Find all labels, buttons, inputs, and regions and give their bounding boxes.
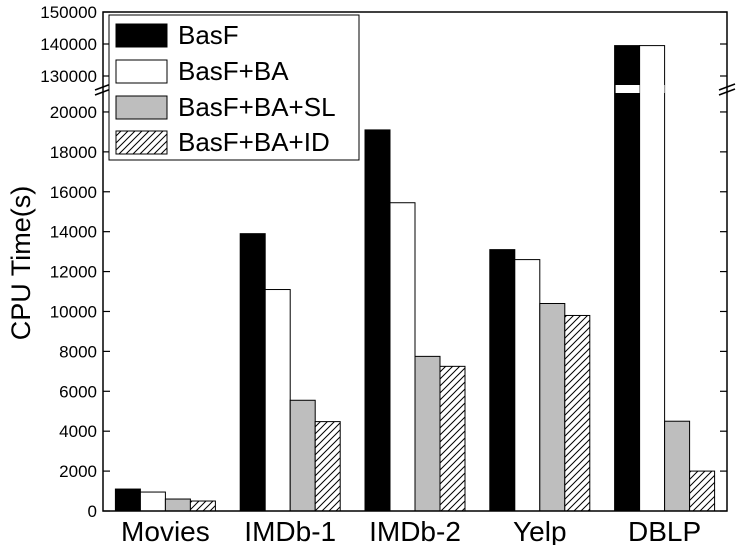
bar-basf-ba-id-yelp xyxy=(564,314,591,512)
legend-label-basf: BasF xyxy=(178,20,239,50)
y-tick-label: 20000 xyxy=(50,103,97,122)
bar-basf-ba-sl-movies xyxy=(164,498,191,512)
y-tick-label: 6000 xyxy=(59,382,97,401)
y-tick-label: 8000 xyxy=(59,342,97,361)
y-tick-label: 18000 xyxy=(50,143,97,162)
y-tick-label: 12000 xyxy=(50,263,97,282)
bar-basf-ba-id-imdb-2 xyxy=(439,365,466,512)
legend-swatch-basf-ba-sl xyxy=(115,95,168,120)
axis-ticks: 0 2000 4000 6000 8000 10000 12000 14000 16000 180… xyxy=(40,3,727,521)
bar-basf-ba-id-dblp xyxy=(689,470,716,512)
y-axis-title: CPU Time(s) xyxy=(6,186,36,341)
bar-basf-ba-id-imdb-1 xyxy=(314,421,341,512)
bar-basf-ba-sl-imdb-2 xyxy=(414,355,441,512)
legend-swatch-basf xyxy=(115,23,168,48)
plot-frame xyxy=(102,11,728,512)
bar-basf-imdb-2 xyxy=(364,129,391,512)
bar-basf-movies xyxy=(114,488,141,512)
y-tick-label: 150000 xyxy=(40,3,97,22)
bar-basf-ba-movies xyxy=(139,491,166,512)
legend-swatch-basf-ba-id xyxy=(115,130,168,155)
category-label-imdb-1: IMDb-1 xyxy=(244,516,336,545)
category-label-movies: Movies xyxy=(121,516,210,545)
bar-break-gap xyxy=(615,85,640,93)
y-tick-label: 4000 xyxy=(59,422,97,441)
category-label-dblp: DBLP xyxy=(628,516,701,545)
legend-label-basf-ba-sl: BasF+BA+SL xyxy=(178,92,336,122)
legend: BasF BasF+BA BasF+BA+SL BasF+BA+ID xyxy=(108,14,360,161)
bars xyxy=(114,45,716,512)
bar-basf-ba-imdb-1 xyxy=(264,289,291,512)
bar-basf-ba-sl-imdb-1 xyxy=(289,399,316,512)
legend-swatch-basf-ba xyxy=(115,59,168,84)
y-tick-label: 140000 xyxy=(40,35,97,54)
bar-basf-ba-sl-dblp xyxy=(664,420,691,512)
legend-label-basf-ba: BasF+BA xyxy=(178,56,289,86)
bar-basf-imdb-1 xyxy=(239,233,266,512)
legend-label-basf-ba-id: BasF+BA+ID xyxy=(178,127,330,157)
bar-basf-ba-id-movies xyxy=(189,500,216,512)
bar-basf-ba-sl-yelp xyxy=(539,302,566,512)
bar-basf-ba-yelp xyxy=(514,259,541,512)
bar-break-gap xyxy=(640,85,665,93)
bar-basf-yelp xyxy=(489,249,516,512)
category-labels: Movies IMDb-1 IMDb-2 Yelp DBLP xyxy=(121,516,701,545)
bar-basf-ba-imdb-2 xyxy=(389,202,416,512)
y-tick-label: 130000 xyxy=(40,67,97,86)
y-tick-label: 10000 xyxy=(50,302,97,321)
category-label-yelp: Yelp xyxy=(513,516,566,545)
bar-basf-ba-dblp xyxy=(639,45,666,512)
bar-basf-dblp xyxy=(614,45,641,512)
y-tick-label: 14000 xyxy=(50,223,97,242)
y-tick-label: 0 xyxy=(88,502,97,521)
category-label-imdb-2: IMDb-2 xyxy=(369,516,461,545)
y-tick-label: 16000 xyxy=(50,183,97,202)
y-tick-label: 2000 xyxy=(59,462,97,481)
